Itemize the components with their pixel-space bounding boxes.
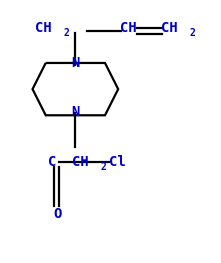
Text: CH: CH: [120, 21, 137, 35]
Text: Cl: Cl: [109, 155, 126, 169]
Text: N: N: [71, 57, 80, 70]
Text: O: O: [53, 207, 61, 221]
Text: 2: 2: [190, 28, 195, 38]
Text: C: C: [48, 155, 56, 169]
Text: CH: CH: [35, 21, 51, 35]
Text: 2: 2: [101, 162, 107, 172]
Text: N: N: [71, 105, 80, 119]
Text: 2: 2: [63, 28, 69, 38]
Text: CH: CH: [161, 21, 178, 35]
Text: CH: CH: [72, 155, 89, 169]
